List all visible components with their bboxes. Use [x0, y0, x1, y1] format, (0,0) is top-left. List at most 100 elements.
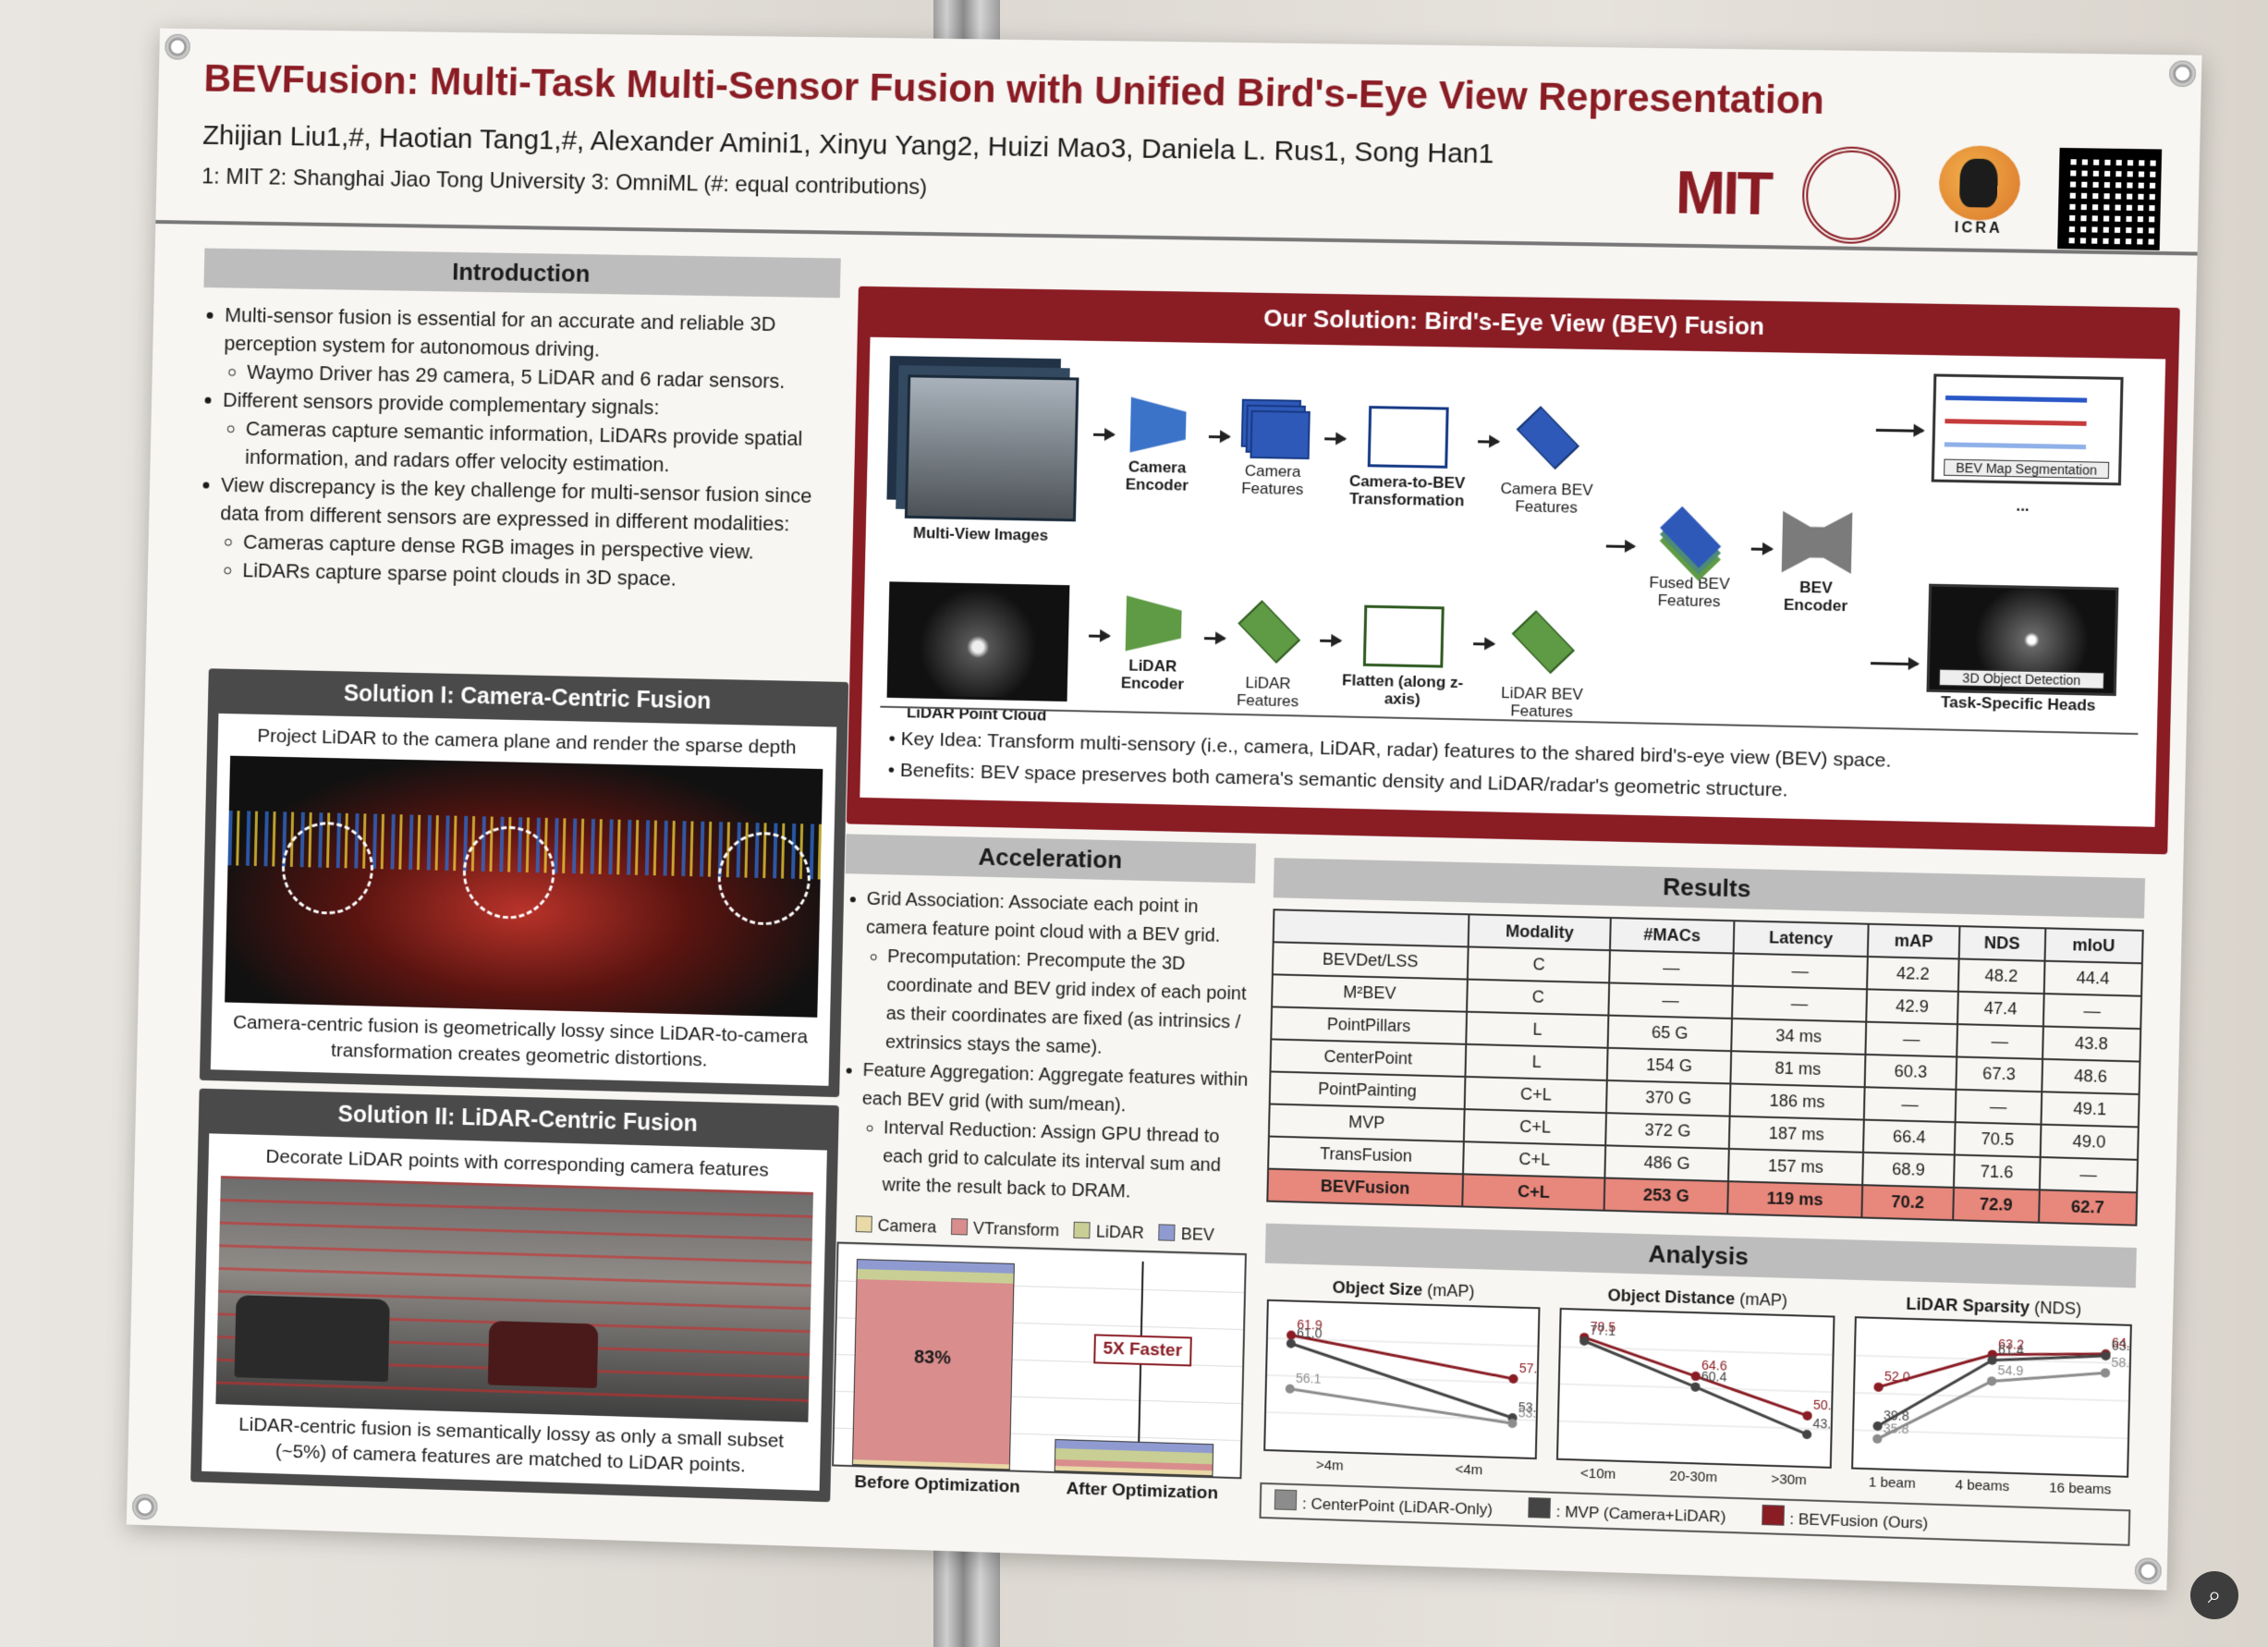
lidar-encoder-node: LiDAR Encoder	[1111, 595, 1196, 693]
data-label: 60.4	[1701, 1369, 1727, 1385]
list-item: Grid Association: Associate each point i…	[866, 885, 1255, 952]
data-label: 53.1	[1518, 1405, 1540, 1421]
results-table: Modality #MACs Latency mAP NDS mIoU BEVDet/LS…	[1266, 909, 2143, 1226]
legend-bev: BEV	[1158, 1224, 1214, 1245]
data-label: 77.1	[1590, 1323, 1616, 1338]
table-cell: PointPillars	[1271, 1006, 1468, 1044]
arrow-icon	[1871, 662, 1918, 666]
arrow-icon	[1750, 547, 1773, 551]
data-label: 63.2	[1998, 1336, 2024, 1351]
data-point	[1873, 1382, 1884, 1392]
table-cell: —	[2039, 1156, 2139, 1193]
acceleration-heading: Acceleration	[845, 834, 1257, 884]
table-cell: —	[1864, 1087, 1957, 1123]
grommet-icon	[165, 33, 191, 60]
table-cell: 62.7	[2038, 1190, 2138, 1226]
table-header: Latency	[1733, 921, 1870, 958]
data-point	[1872, 1434, 1883, 1445]
table-header: Modality	[1468, 914, 1612, 951]
table-cell: 370 G	[1606, 1080, 1731, 1116]
fused-bev-features-node: Fused BEV Features	[1633, 506, 1748, 611]
list-item: Precomputation: Precompute the 3D coordi…	[885, 943, 1254, 1067]
bevfusion-swatch-icon	[1761, 1504, 1785, 1526]
table-cell: L	[1465, 1043, 1609, 1080]
table-cell: 44.4	[2043, 960, 2142, 996]
solution-two-caption-bottom: LiDAR-centric fusion is semantically los…	[238, 1413, 785, 1477]
table-cell: 119 ms	[1726, 1181, 1863, 1218]
table-header	[1273, 909, 1469, 947]
car-icon	[487, 1321, 599, 1388]
data-point	[2101, 1368, 2111, 1378]
arrow-icon	[1203, 637, 1225, 640]
bar-stack	[1054, 1438, 1214, 1477]
arrow-icon	[1208, 435, 1229, 439]
object-size-svg: 61.957.961.053.756.153.1	[1262, 1299, 1544, 1460]
object-detection-output: 3D Object Detection	[1926, 583, 2119, 697]
table-header: #MACs	[1610, 918, 1735, 954]
data-label: 78.5	[1590, 1319, 1616, 1335]
table-cell: M²BEV	[1272, 974, 1469, 1012]
car-icon	[234, 1295, 390, 1383]
pipeline-diagram: Multi-View Images LiDAR Point Cloud Came…	[860, 336, 2166, 827]
table-cell: —	[1731, 985, 1868, 1022]
data-label: 63.8	[2112, 1337, 2132, 1353]
table-cell: CenterPoint	[1270, 1039, 1467, 1077]
table-cell: C+L	[1464, 1109, 1607, 1146]
logo-row: MIT ICRA	[1675, 141, 2163, 251]
bev-feature-icon	[1511, 610, 1575, 674]
data-label: 61.4	[1998, 1342, 2024, 1358]
camera-swatch-icon	[855, 1215, 872, 1233]
data-point	[1690, 1382, 1701, 1392]
table-cell: 154 G	[1607, 1047, 1731, 1084]
introduction-list: Multi-sensor fusion is essential for an …	[197, 300, 839, 596]
bev-encoder-icon	[1782, 511, 1853, 574]
table-cell: —	[2042, 994, 2142, 1030]
poster: BEVFusion: Multi-Task Multi-Sensor Fusio…	[126, 28, 2202, 1591]
object-distance-svg: 78.5 64.6 50.5 77.1 60.4 43.2	[1555, 1307, 1839, 1469]
data-label: 57.9	[1518, 1360, 1540, 1376]
list-item: Feature Aggregation: Aggregate features …	[862, 1056, 1251, 1124]
arrow-icon	[1478, 440, 1499, 444]
feature-stack-icon	[1240, 398, 1311, 460]
lidar-bev-features-node: LiDAR BEV Features	[1490, 607, 1595, 721]
table-cell: —	[1732, 953, 1869, 990]
data-label: 50.5	[1813, 1397, 1835, 1413]
poster-authors: Zhijian Liu1,#, Haotian Tang1,#, Alexand…	[201, 120, 1494, 170]
table-cell: 68.9	[1862, 1152, 1955, 1188]
mvp-swatch-icon	[1528, 1497, 1551, 1519]
vtransform-percent-label: 83%	[913, 1347, 952, 1369]
lidar-point-cloud-node: LiDAR Point Cloud	[880, 581, 1076, 725]
arrow-icon	[1089, 634, 1110, 639]
street-scene-image	[215, 1176, 814, 1422]
camera-features-node: Camera Features	[1230, 398, 1316, 498]
results-heading: Results	[1273, 858, 2146, 919]
camera-encoder-node: Camera Encoder	[1116, 396, 1201, 494]
table-cell: —	[1956, 1024, 2043, 1059]
data-point	[1286, 1330, 1296, 1340]
arrow-icon	[1875, 428, 1923, 433]
acceleration-section: Acceleration Grid Association: Associate…	[831, 834, 1257, 1505]
flatten-node: Flatten (along z-axis)	[1337, 604, 1469, 709]
list-item: Interval Reduction: Assign GPU thread to…	[882, 1114, 1250, 1210]
lidar-sparsity-svg: 52.063.2 64.439.861.4 63.835.854.958.5	[1851, 1316, 2139, 1478]
highlight-circle-icon	[280, 821, 375, 916]
grommet-icon	[2168, 60, 2197, 88]
table-cell: 157 ms	[1727, 1148, 1864, 1186]
table-cell: —	[1865, 1021, 1957, 1057]
poster-affiliations: 1: MIT 2: Shanghai Jiao Tong University …	[201, 164, 928, 201]
data-point	[1987, 1376, 1997, 1386]
feature-stack-icon	[1238, 600, 1301, 664]
data-label: 35.8	[1884, 1421, 1909, 1436]
legend-camera: Camera	[855, 1215, 936, 1237]
table-cell: BEVDet/LSS	[1272, 942, 1469, 980]
legend-bevfusion: : BEVFusion (Ours)	[1761, 1504, 1929, 1533]
multi-view-images-node: Multi-View Images	[884, 374, 1080, 544]
view-transform-icon	[1367, 406, 1449, 469]
table-cell: —	[1955, 1089, 2042, 1125]
more-tasks-ellipsis: ...	[2016, 496, 2030, 515]
table-cell: 187 ms	[1728, 1116, 1865, 1153]
table-cell: PointPainting	[1269, 1071, 1466, 1110]
lens-scan-icon[interactable]: ⌕	[2190, 1571, 2238, 1619]
table-cell: MVP	[1268, 1104, 1465, 1142]
legend-mvp: : MVP (Camera+LiDAR)	[1528, 1497, 1726, 1527]
